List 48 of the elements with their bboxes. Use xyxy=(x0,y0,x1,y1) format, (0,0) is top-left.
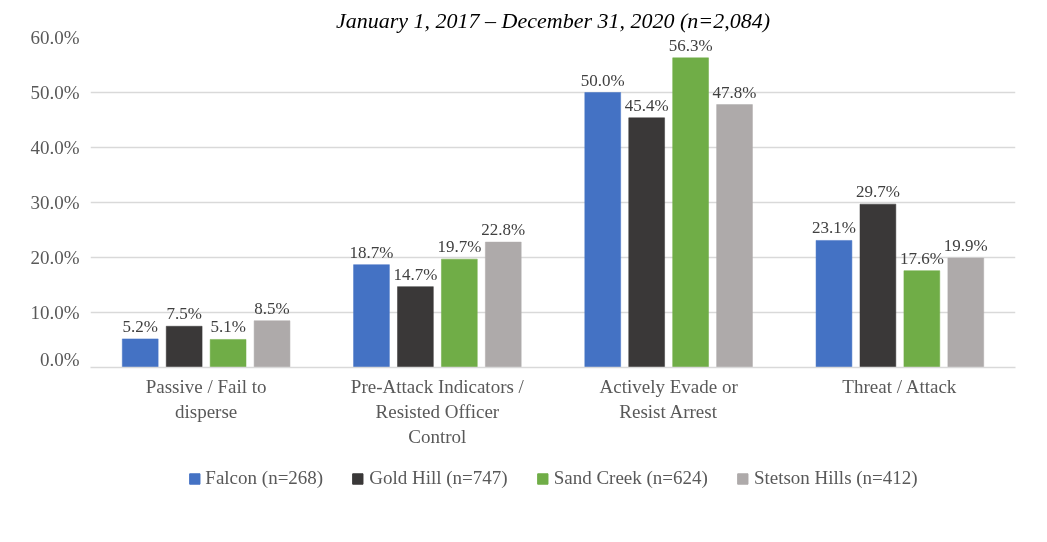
bar xyxy=(165,326,203,368)
bar xyxy=(628,117,665,368)
bar xyxy=(672,57,709,368)
y-tick-label: 0.0% xyxy=(39,348,80,370)
legend-label: Sand Creek (n=624) xyxy=(553,467,708,489)
y-tick-label: 20.0% xyxy=(30,247,80,268)
y-tick-label: 30.0% xyxy=(30,192,80,213)
legend-label: Stetson Hills (n=412) xyxy=(753,467,918,489)
legend-label: Gold Hill (n=747) xyxy=(369,467,508,489)
bar xyxy=(716,104,753,368)
bar xyxy=(947,257,984,368)
legend-label: Falcon (n=268) xyxy=(205,467,324,489)
bar xyxy=(584,92,621,368)
bar xyxy=(209,339,247,368)
x-tick-label: Pre-Attack Indicators / Resisted Officer Control xyxy=(350,375,525,447)
data-label: 23.1% xyxy=(812,218,856,238)
data-label: 56.3% xyxy=(668,35,713,55)
x-tick-label: Threat / Attack xyxy=(842,375,957,397)
data-label: 22.8% xyxy=(481,220,526,240)
data-label: 29.7% xyxy=(855,182,900,202)
data-label: 45.4% xyxy=(624,95,669,115)
x-tick-label: Passive / Fail to disperse xyxy=(145,375,267,422)
data-label: 19.9% xyxy=(943,236,988,256)
y-tick-label: 60.0% xyxy=(30,27,80,48)
y-tick-label: 40.0% xyxy=(30,137,80,158)
bar xyxy=(441,258,478,368)
data-label: 18.7% xyxy=(349,242,394,262)
x-tick-label: Actively Evade or Resist Arrest xyxy=(599,375,739,422)
data-label: 50.0% xyxy=(580,70,625,90)
bar xyxy=(397,286,434,368)
chart-title: January 1, 2017 – December 31, 2020 (n=2,084) xyxy=(336,7,770,33)
data-label: 17.6% xyxy=(899,248,944,268)
data-label: 8.5% xyxy=(254,298,290,318)
y-tick-label: 50.0% xyxy=(30,82,80,103)
data-label: 14.7% xyxy=(393,264,438,284)
y-tick-label: 10.0% xyxy=(30,302,80,323)
bar xyxy=(859,203,897,368)
bar xyxy=(122,338,159,368)
bar xyxy=(815,240,853,368)
data-label: 47.8% xyxy=(712,82,757,102)
data-label: 5.1% xyxy=(210,317,246,337)
bar xyxy=(353,264,390,368)
data-label: 7.5% xyxy=(166,304,202,324)
data-label: 5.2% xyxy=(122,316,158,336)
bar xyxy=(485,241,522,368)
bar xyxy=(903,270,941,368)
data-label: 19.7% xyxy=(437,237,482,257)
bar xyxy=(253,320,291,368)
